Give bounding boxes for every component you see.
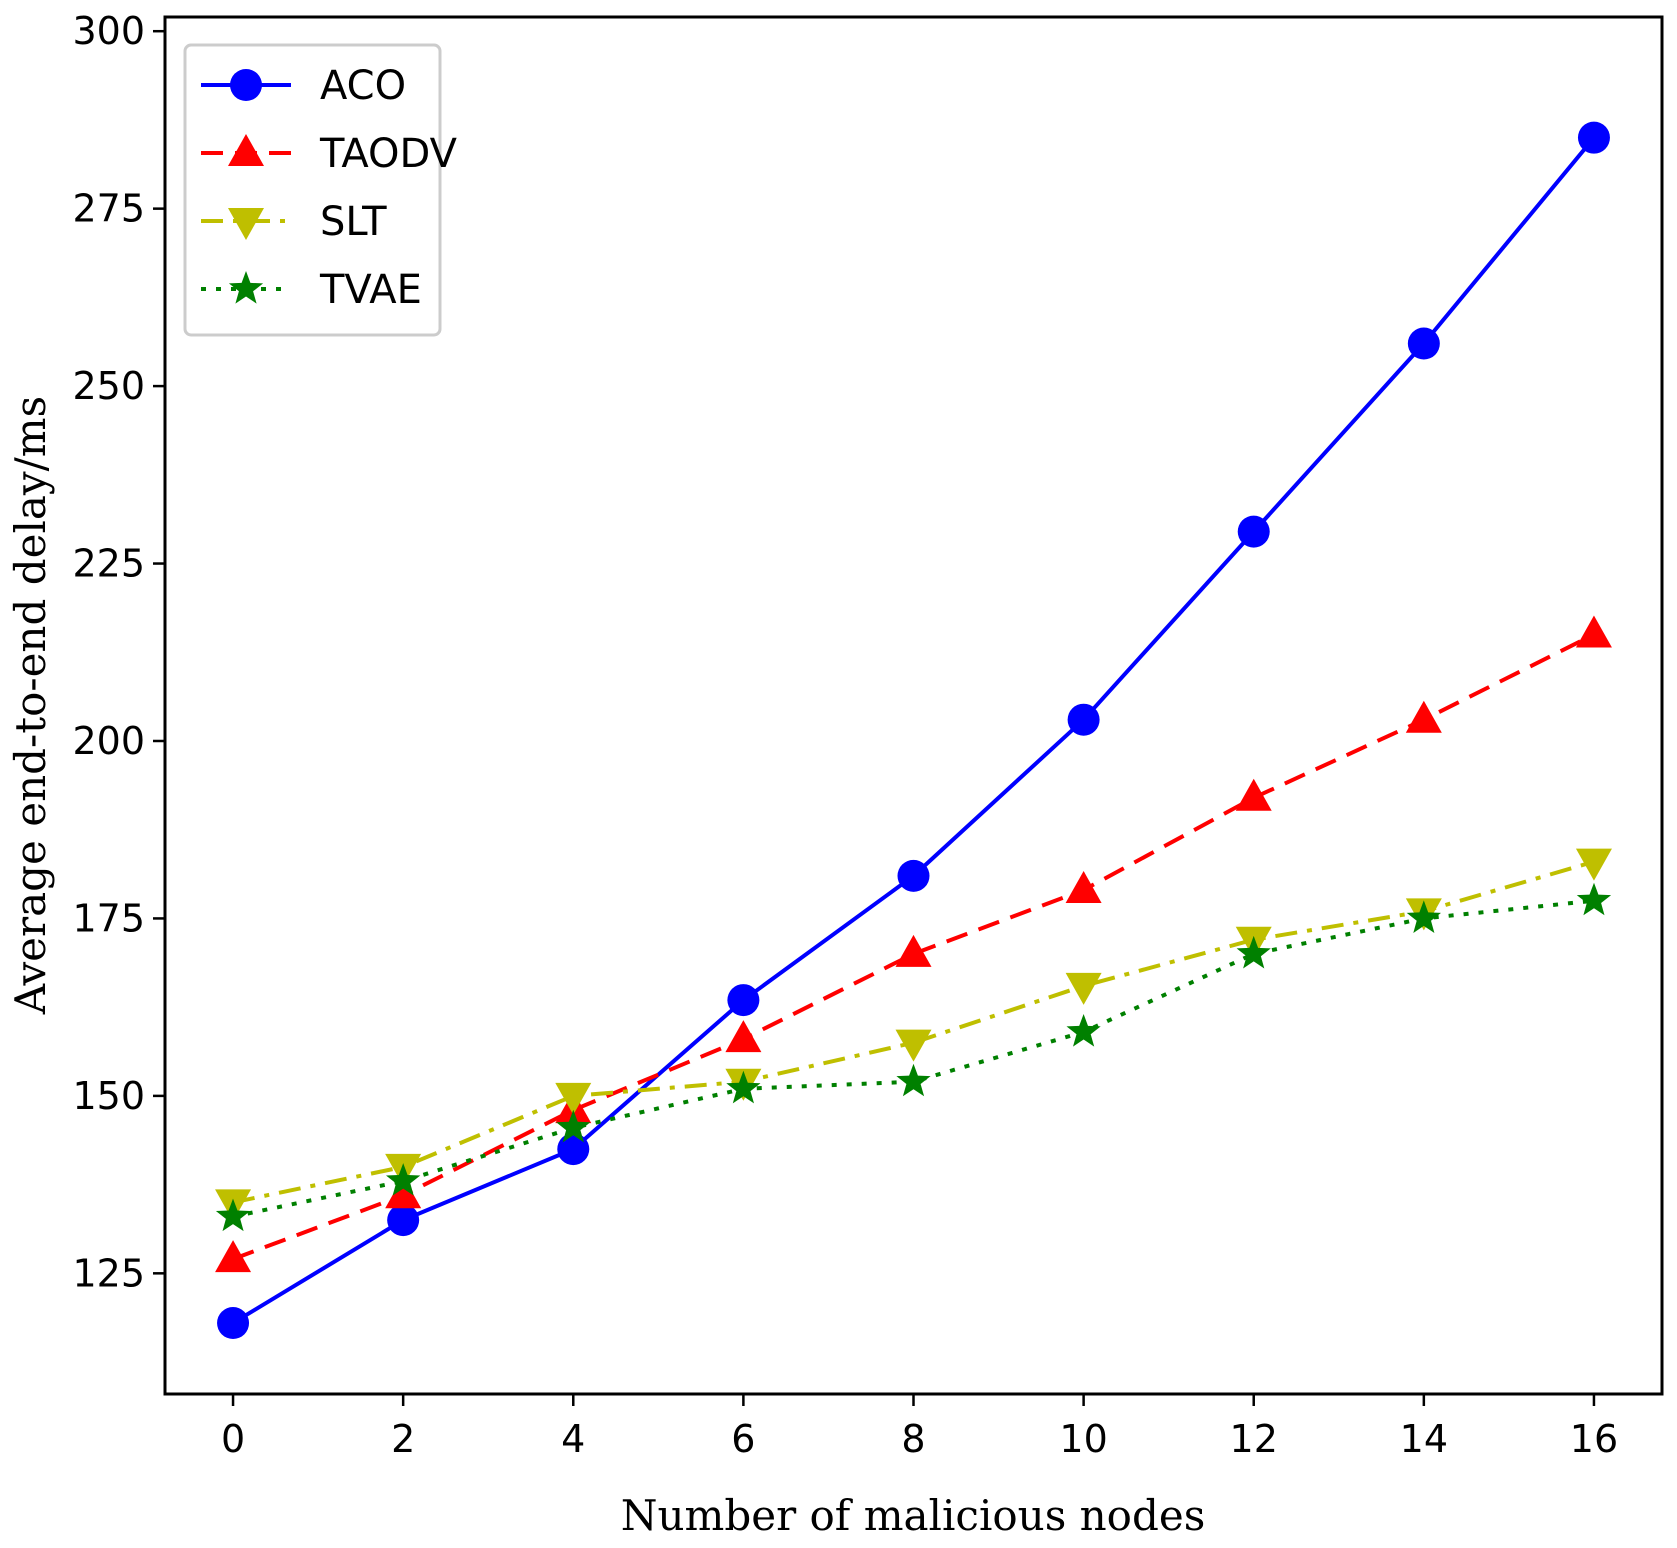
- x-tick-label: 2: [391, 1417, 415, 1461]
- x-tick-label: 8: [901, 1417, 925, 1461]
- legend-label-aco: ACO: [320, 63, 406, 109]
- x-tick-label: 10: [1059, 1417, 1107, 1461]
- legend-label-tvae: TVAE: [319, 267, 422, 313]
- y-tick-label: 250: [72, 364, 145, 408]
- data-point-tvae: [1236, 935, 1271, 969]
- series-taodv: [215, 615, 1612, 1273]
- legend-box: [183, 43, 442, 337]
- x-tick-label: 4: [561, 1417, 585, 1461]
- data-point-aco: [387, 1204, 420, 1237]
- y-axis-ticks: 125 150 175 200 225 250 275 300: [72, 9, 165, 1295]
- series-aco: [217, 121, 1610, 1340]
- y-tick-label: 200: [72, 719, 145, 763]
- x-axis-label: Number of malicious nodes: [621, 1491, 1206, 1540]
- data-point-aco: [1577, 121, 1610, 154]
- series-line-taodv: [232, 632, 1595, 1261]
- legend-marker-tvae: [228, 271, 264, 304]
- data-point-taodv: [1235, 778, 1272, 811]
- data-point-taodv: [1065, 871, 1102, 904]
- data-point-aco: [1237, 515, 1270, 548]
- legend-item-aco: ACO: [201, 63, 406, 109]
- data-point-taodv: [1575, 615, 1612, 648]
- y-axis-label: Average end-to-end delay/ms: [6, 396, 55, 1015]
- data-point-taodv: [215, 1240, 252, 1273]
- x-tick-label: 6: [731, 1417, 755, 1461]
- data-point-aco: [1407, 327, 1440, 360]
- y-tick-label: 175: [72, 896, 145, 940]
- legend-label-slt: SLT: [320, 199, 387, 245]
- plot-area: [215, 121, 1612, 1340]
- legend-label-taodv: TAODV: [319, 131, 458, 177]
- x-tick-label: 0: [221, 1417, 245, 1461]
- data-point-tvae: [1576, 882, 1612, 916]
- y-tick-label: 300: [72, 9, 145, 53]
- data-point-slt: [895, 1029, 932, 1062]
- legend-item-slt: SLT: [201, 199, 387, 245]
- data-point-tvae: [386, 1163, 421, 1196]
- legend-marker-taodv: [228, 134, 264, 166]
- data-point-taodv: [895, 934, 932, 967]
- data-point-slt: [1065, 972, 1102, 1005]
- series-slt: [215, 848, 1612, 1222]
- y-tick-label: 125: [72, 1251, 145, 1295]
- legend-marker-slt: [228, 208, 264, 240]
- series-line-slt: [232, 859, 1595, 1205]
- legend-item-taodv: TAODV: [201, 131, 458, 177]
- legend-marker-aco: [230, 69, 262, 101]
- data-point-taodv: [725, 1020, 762, 1053]
- x-tick-label: 16: [1570, 1417, 1618, 1461]
- x-tick-label: 12: [1230, 1417, 1278, 1461]
- data-point-aco: [217, 1307, 250, 1340]
- data-point-tvae: [215, 1198, 251, 1232]
- data-point-taodv: [1405, 700, 1442, 733]
- y-tick-label: 150: [72, 1074, 145, 1118]
- data-point-slt: [1575, 848, 1612, 881]
- data-point-tvae: [556, 1109, 591, 1143]
- y-tick-label: 225: [72, 542, 145, 586]
- data-point-tvae: [1066, 1014, 1101, 1047]
- data-point-tvae: [896, 1063, 931, 1097]
- legend-item-tvae: TVAE: [201, 267, 422, 313]
- data-point-aco: [1067, 703, 1100, 736]
- x-tick-label: 14: [1400, 1417, 1448, 1461]
- data-point-tvae: [1406, 900, 1441, 933]
- data-point-aco: [897, 859, 930, 892]
- data-point-aco: [557, 1133, 590, 1166]
- data-point-taodv: [385, 1176, 422, 1209]
- data-point-tvae: [726, 1070, 761, 1104]
- x-axis-ticks: 0 2 4 6 8 10 12 14 16: [221, 1394, 1618, 1461]
- y-tick-label: 275: [72, 187, 145, 231]
- series-tvae: [215, 882, 1612, 1232]
- data-point-slt: [555, 1082, 592, 1115]
- legend: ACO TAODV SLT TVAE: [183, 43, 458, 337]
- data-point-aco: [727, 984, 760, 1017]
